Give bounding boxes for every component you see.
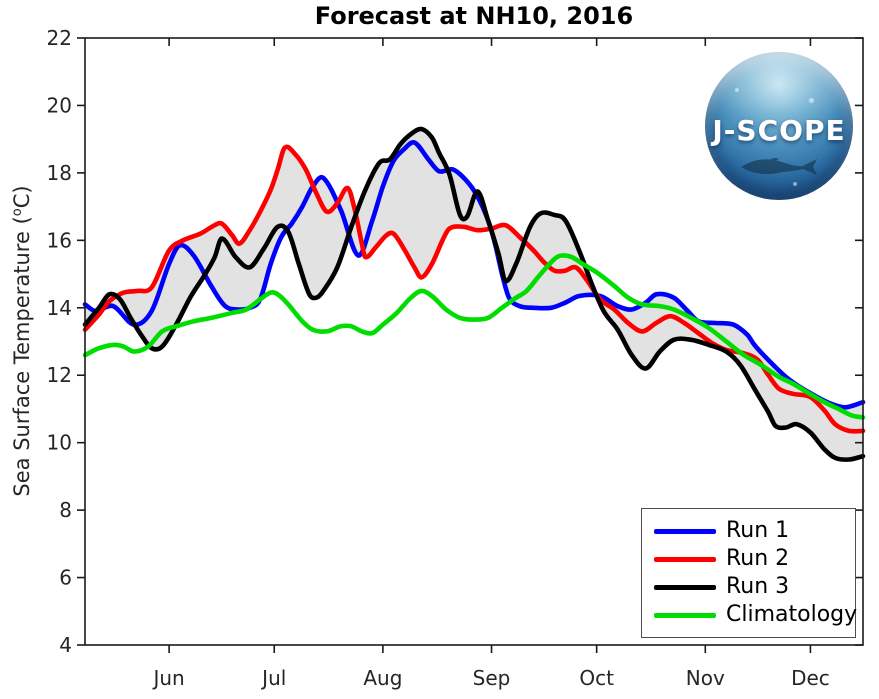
y-tick-label: 12: [47, 363, 72, 387]
chart-title: Forecast at NH10, 2016: [314, 2, 634, 30]
legend: Run 1 Run 2 Run 3 Climatology: [641, 508, 857, 638]
x-tick-label: Dec: [791, 666, 830, 690]
y-axis-label-text: Sea Surface Temperature (: [10, 216, 34, 497]
y-tick-label: 4: [59, 633, 72, 657]
bubble-decoration: [793, 182, 797, 186]
jscope-logo: J-SCOPE: [705, 52, 853, 200]
legend-item-run2: Run 2: [654, 545, 845, 573]
y-tick-label: 14: [47, 296, 72, 320]
legend-item-run1: Run 1: [654, 517, 845, 545]
fish-icon: [741, 158, 817, 175]
y-tick-label: 20: [47, 93, 72, 117]
run2-line-swatch: [654, 556, 716, 562]
degree-superscript: o: [10, 208, 25, 217]
series-line-run-2: [82, 144, 866, 434]
run3-line-swatch: [654, 584, 716, 590]
y-tick-label: 16: [47, 228, 72, 252]
ensemble-envelope: [85, 129, 863, 460]
series-line-run-3: [82, 126, 866, 462]
y-axis-label-unit: C): [10, 185, 34, 209]
legend-label-run2: Run 2: [726, 546, 790, 571]
y-axis-label: Sea Surface Temperature (oC): [10, 185, 34, 496]
legend-label-run1: Run 1: [726, 518, 790, 543]
x-tick-label: Oct: [579, 666, 614, 690]
x-tick-label: Jun: [151, 666, 184, 690]
y-tick-label: 8: [59, 498, 72, 522]
run1-line-swatch: [654, 528, 716, 534]
jscope-logo-text: J-SCOPE: [712, 114, 846, 147]
y-tick-label: 6: [59, 566, 72, 590]
y-tick-label: 18: [47, 161, 72, 185]
series-line-climatology: [82, 253, 866, 420]
climatology-line-swatch: [654, 612, 716, 618]
series-line-run-1: [82, 139, 866, 410]
legend-label-run3: Run 3: [726, 574, 790, 599]
y-tick-label: 22: [47, 26, 72, 50]
legend-item-run3: Run 3: [654, 573, 845, 601]
bubble-decoration: [809, 98, 814, 103]
x-tick-label: Jul: [260, 666, 286, 690]
bubble-decoration: [735, 88, 739, 92]
legend-label-climatology: Climatology: [726, 602, 858, 627]
plot-border: [84, 37, 864, 646]
y-tick-label: 10: [47, 431, 72, 455]
x-tick-label: Nov: [686, 666, 725, 690]
x-tick-label: Sep: [473, 666, 511, 690]
legend-item-climatology: Climatology: [654, 601, 857, 629]
x-tick-label: Aug: [363, 666, 402, 690]
